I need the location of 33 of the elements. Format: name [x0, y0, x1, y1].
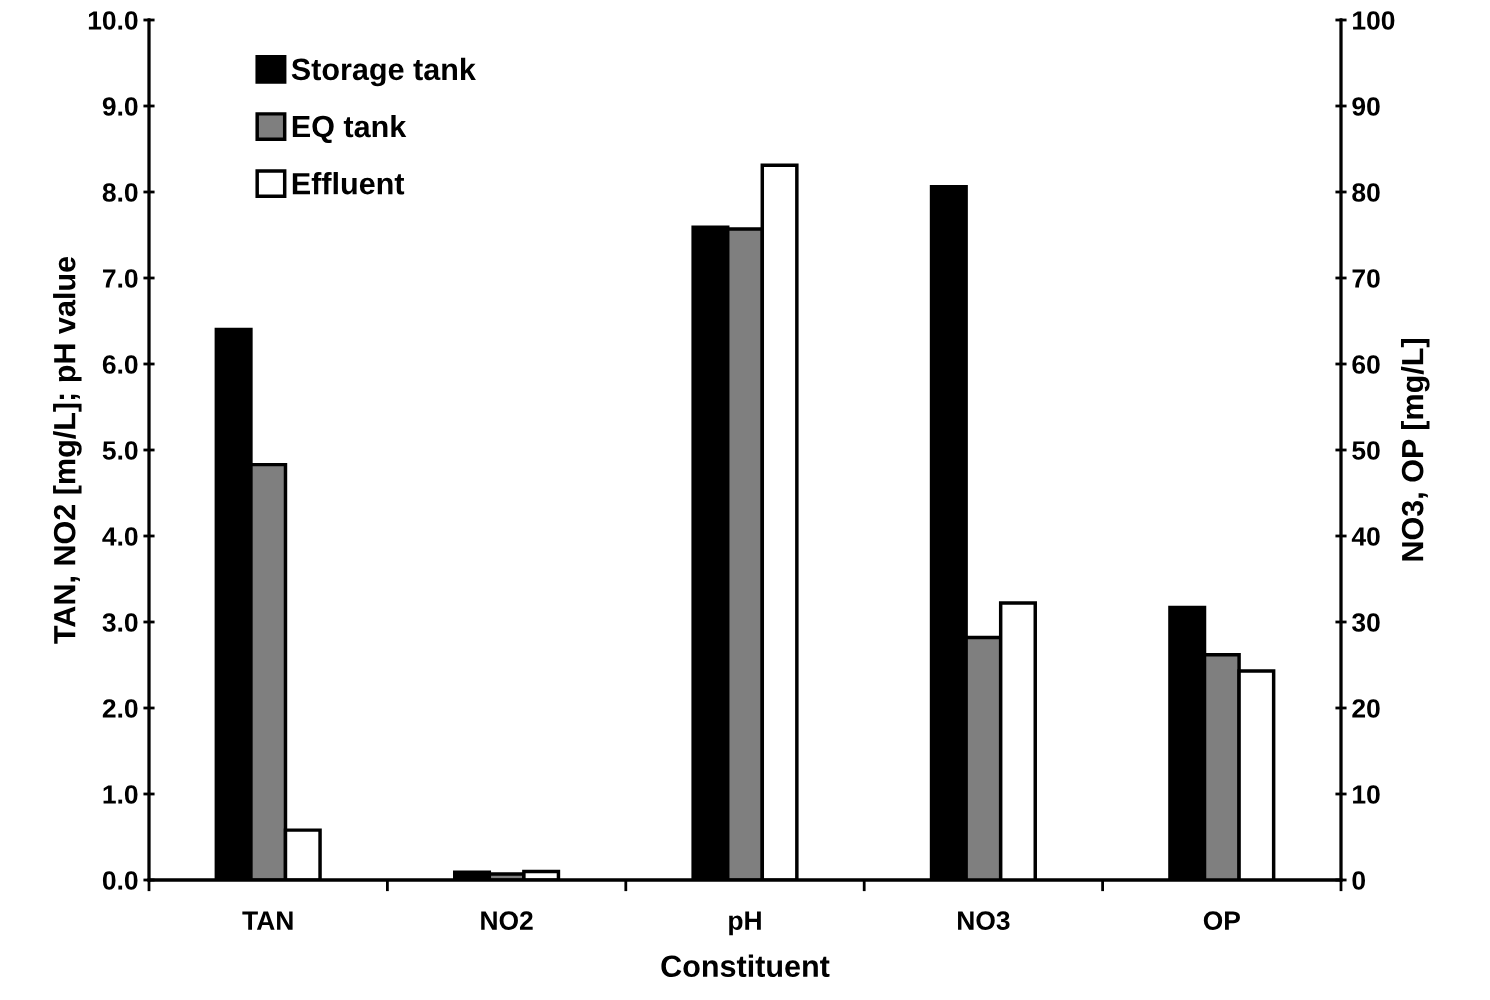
y-axis-title: TAN, NO2 [mg/L]; pH value — [53, 256, 82, 644]
y2-tick-label: 40 — [1351, 527, 1380, 546]
x-tick-label: TAN — [242, 911, 293, 930]
legend-label: EQ tank — [292, 114, 407, 144]
y-tick-label: 3.0 — [102, 613, 138, 632]
y2-tick-label: 50 — [1352, 441, 1380, 460]
legend-label: Storage tank — [291, 57, 476, 87]
y-tick-label: 9.0 — [102, 97, 138, 116]
x-tick-label: NO2 — [481, 911, 533, 930]
y-tick-label: 4.0 — [102, 527, 138, 546]
x-axis-title: Constituent — [661, 954, 830, 978]
y2-tick-label: 0 — [1352, 871, 1366, 890]
y2-tick-label: 80 — [1352, 183, 1380, 202]
y-tick-label: 2.0 — [102, 699, 138, 718]
y-tick-label: 0.0 — [102, 871, 138, 890]
y2-tick-label: 70 — [1352, 269, 1380, 288]
y2-tick-label: 10 — [1353, 785, 1380, 804]
y2-tick-label: 20 — [1352, 699, 1380, 718]
y-tick-label: 10.0 — [88, 11, 138, 30]
y2-tick-label: 30 — [1352, 613, 1380, 632]
x-tick-label: NO3 — [958, 911, 1010, 930]
y2-tick-label: 90 — [1352, 97, 1380, 116]
x-tick-label: pH — [729, 911, 761, 936]
y-tick-label: 7.0 — [103, 269, 138, 288]
legend-label: Effluent — [292, 172, 405, 195]
y2-axis-title: NO3, OP [mg/L] — [1401, 339, 1430, 561]
y-tick-label: 6.0 — [102, 355, 138, 374]
y-tick-label: 1.0 — [103, 785, 138, 804]
y-tick-label: 5.0 — [102, 441, 138, 460]
y2-tick-label: 60 — [1352, 355, 1380, 374]
x-tick-label: OP — [1203, 911, 1240, 930]
y-tick-label: 8.0 — [102, 183, 138, 202]
y2-tick-label: 100 — [1353, 11, 1395, 30]
